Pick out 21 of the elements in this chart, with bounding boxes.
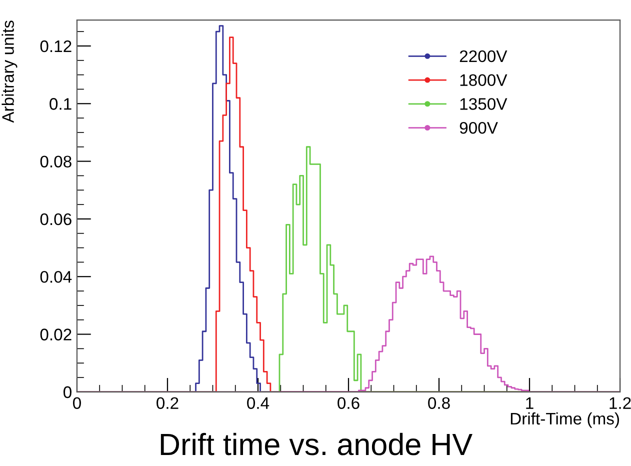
x-tick-label: 0.6 [338, 397, 360, 410]
y-tick-label: 0.04 [40, 271, 72, 283]
legend-label: 900V [460, 122, 498, 134]
x-tick-label: 1.2 [610, 397, 631, 409]
y-tick-label: 0.06 [40, 213, 72, 226]
y-tick-label: 0.08 [40, 156, 72, 168]
x-tick-label: 0.4 [247, 397, 270, 410]
x-axis-title: Drift-Time (ms) [510, 412, 619, 428]
x-tick-label: 0 [73, 397, 81, 410]
y-tick-label: 0 [64, 386, 72, 398]
x-tick-label: 0.2 [156, 397, 178, 410]
y-tick-label: 0.1 [50, 98, 72, 110]
legend-label: 1350V [460, 98, 508, 110]
y-axis-title: Arbitrary units [2, 20, 18, 123]
x-tick-label: 1 [526, 397, 534, 409]
y-tick-label: 0.12 [40, 40, 72, 52]
text: Drift time vs. anode HV [160, 432, 472, 456]
x-tick-label: 0.8 [428, 397, 450, 410]
y-tick-label: 0.02 [40, 328, 72, 340]
legend-label: 1800V [460, 74, 508, 86]
legend-label: 2200V [460, 50, 508, 62]
